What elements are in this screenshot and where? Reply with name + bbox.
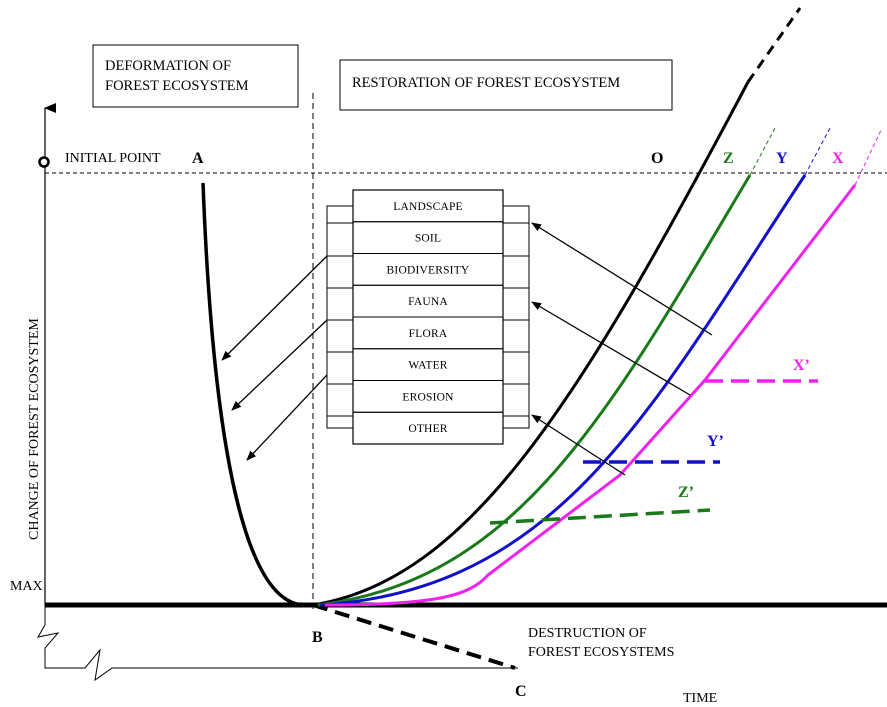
factor-table: LANDSCAPE SOIL BIODIVERSITY FAUNA FLORA WATER…	[326, 189, 530, 445]
point-y-label: Y	[776, 150, 788, 167]
destruction-label-line2: FOREST ECOSYSTEMS	[528, 645, 674, 660]
curve-x	[324, 184, 857, 607]
plateau-z	[489, 508, 711, 525]
lower-frame	[37, 605, 518, 682]
curve-y	[319, 174, 807, 607]
factor-label-erosion: EROSION	[402, 391, 454, 403]
factor-table-left-bracket	[326, 205, 354, 429]
recovery-curve-o	[312, 81, 750, 607]
deformation-box	[92, 44, 299, 108]
deformation-label-line2: FOREST ECOSYSTEM	[105, 78, 249, 94]
point-b-label: B	[312, 629, 323, 646]
restoration-box	[339, 59, 673, 111]
deformation-curve	[201, 182, 306, 607]
factor-label-other: OTHER	[408, 423, 447, 435]
point-z-label: Z	[723, 150, 734, 167]
initial-point-marker	[38, 156, 50, 168]
factor-label-flora: FLORA	[409, 328, 448, 340]
curve-z	[317, 174, 752, 607]
destruction-line	[312, 603, 516, 670]
factor-table-right-bracket	[502, 205, 530, 429]
max-label: MAX	[10, 579, 43, 594]
initial-point-label: INITIAL POINT	[65, 151, 161, 166]
point-yp-label: Y’	[707, 433, 724, 450]
restoration-label: RESTORATION OF FOREST ECOSYSTEM	[352, 75, 620, 91]
point-zp-label: Z’	[678, 484, 694, 501]
y-axis-label: CHANGE OF FOREST ECOSYSTEM	[27, 318, 42, 540]
factor-label-soil: SOIL	[415, 233, 441, 245]
arrow-deform-2	[231, 319, 328, 411]
curve-y-extension	[804, 127, 831, 176]
point-o-label: O	[651, 150, 663, 167]
deformation-label-line1: DEFORMATION OF	[105, 58, 231, 74]
factor-label-water: WATER	[408, 360, 447, 372]
arrow-deform-3	[246, 374, 328, 461]
point-a-label: A	[192, 150, 204, 167]
arrow-restore-2	[531, 301, 691, 396]
arrow-restore-3	[531, 414, 626, 476]
arrow-restore-1	[531, 222, 713, 336]
factor-label-landscape: LANDSCAPE	[393, 201, 463, 213]
point-c-label: C	[515, 683, 527, 700]
curve-x-extension	[854, 127, 883, 186]
time-label: TIME	[683, 691, 717, 706]
point-xp-label: X’	[793, 357, 810, 374]
factor-label-biodiversity: BIODIVERSITY	[387, 264, 470, 276]
factor-row	[352, 411, 504, 445]
factor-label-fauna: FAUNA	[408, 296, 448, 308]
destruction-label-line1: DESTRUCTION OF	[528, 626, 647, 641]
recovery-curve-o-extension	[746, 7, 802, 83]
point-x-label: X	[832, 150, 844, 167]
curve-z-extension	[749, 127, 776, 176]
arrow-deform-1	[221, 255, 328, 361]
